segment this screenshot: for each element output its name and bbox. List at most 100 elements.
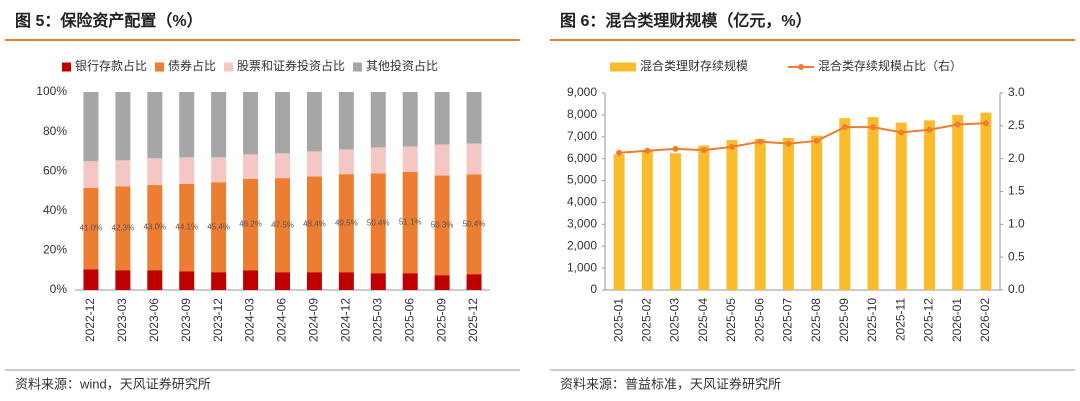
y-tick-label: 0 [590, 282, 597, 296]
legend-label: 其他投资占比 [366, 58, 438, 73]
bar-segment [179, 271, 195, 290]
bar [754, 138, 766, 290]
x-tick-label: 2024-06 [275, 298, 289, 342]
bar-segment [243, 92, 259, 155]
bar-segment [275, 272, 290, 290]
bar-segment [306, 176, 322, 273]
legend-swatch [155, 62, 165, 72]
x-tick-label: 2025-09 [434, 298, 448, 342]
x-tick-label: 2026-01 [950, 298, 964, 342]
bar-segment [275, 153, 290, 179]
x-tick-label: 2025-08 [809, 298, 823, 342]
bar [895, 122, 907, 290]
y2-tick-label: 3.0 [1008, 85, 1025, 99]
bar-segment [306, 151, 322, 177]
line-point [700, 147, 707, 154]
value-label: 49.5% [335, 218, 358, 227]
legend-label: 股票和证券投资占比 [237, 58, 345, 73]
bar-segment [402, 171, 418, 274]
bar-segment [83, 161, 99, 189]
bar-segment [275, 178, 290, 273]
y-tick-label: 3,000 [567, 217, 597, 231]
value-label: 45.4% [207, 222, 230, 231]
bar-segment [147, 158, 163, 186]
y-tick-label: 80% [43, 124, 67, 138]
legend-swatch [353, 62, 363, 72]
x-tick-label: 2025-09 [837, 298, 851, 342]
bar-segment [275, 92, 290, 154]
value-label: 51.1% [399, 218, 422, 227]
y2-tick-label: 1.0 [1008, 217, 1025, 231]
bar-segment [243, 178, 259, 271]
y-tick-label: 8,000 [567, 107, 597, 121]
y-tick-label: 40% [43, 203, 67, 217]
bar-segment [147, 270, 163, 290]
bar-segment [402, 92, 418, 147]
bar-segment [306, 92, 322, 152]
bar-segment [338, 149, 354, 175]
line-point [644, 147, 651, 154]
chart-title: 图 6：混合类理财规模（亿元，%） [560, 11, 812, 30]
y-tick-label: 60% [43, 163, 67, 177]
bar [839, 118, 851, 290]
bar-segment [243, 270, 259, 290]
legend-label: 银行存款占比 [75, 58, 147, 73]
bar-segment [211, 272, 227, 290]
bar-segment [115, 186, 131, 271]
x-tick-label: 2022-12 [83, 298, 97, 342]
x-tick-label: 2023-03 [115, 298, 129, 342]
bar-segment [179, 183, 195, 272]
x-tick-label: 2024-09 [307, 298, 321, 342]
x-tick-label: 2024-03 [243, 298, 257, 342]
line-point [757, 138, 764, 145]
bar-segment [211, 92, 227, 158]
x-tick-label: 2025-11 [893, 298, 907, 341]
bar-segment [338, 272, 354, 290]
value-label: 43.0% [143, 223, 166, 232]
chart-title: 图 5：保险资产配置（%） [15, 11, 203, 30]
bar-segment [179, 92, 195, 158]
line-point [841, 124, 848, 131]
bar-segment [115, 160, 131, 187]
value-label: 50.3% [431, 220, 454, 229]
x-tick-label: 2023-12 [211, 298, 225, 342]
x-tick-label: 2024-12 [339, 298, 353, 342]
bar-segment [211, 157, 227, 183]
y2-tick-label: 0.5 [1008, 249, 1025, 263]
x-tick-label: 2025-01 [611, 298, 625, 342]
line-point [898, 129, 905, 136]
value-label: 50.4% [367, 218, 390, 227]
legend-dot [798, 64, 805, 70]
x-tick-label: 2025-06 [402, 298, 416, 342]
x-tick-label: 2023-06 [147, 298, 161, 342]
legend-swatch [62, 62, 71, 72]
bar [613, 154, 625, 290]
bar [867, 117, 879, 290]
line-point [616, 149, 623, 156]
value-label: 50.4% [463, 219, 486, 228]
bar-segment [306, 272, 322, 290]
bar-segment [466, 143, 482, 175]
bar-segment [370, 273, 386, 290]
bar [698, 145, 710, 290]
bar-segment [402, 273, 418, 290]
x-tick-label: 2025-12 [922, 298, 936, 342]
bar-segment [83, 92, 99, 162]
bar-segment [370, 147, 386, 174]
x-tick-label: 2025-02 [639, 298, 653, 342]
bar-segment [147, 185, 163, 271]
bar-segment [243, 154, 259, 179]
bar [952, 114, 964, 290]
line-point [870, 124, 877, 131]
bar-segment [370, 92, 386, 148]
x-tick-label: 2025-04 [696, 298, 710, 342]
y-tick-label: 100% [36, 84, 67, 98]
y-tick-label: 7,000 [567, 129, 597, 143]
bar-segment [434, 92, 450, 145]
line-point [672, 145, 679, 152]
y-tick-label: 6,000 [567, 151, 597, 165]
value-label: 44.1% [175, 223, 198, 232]
x-tick-label: 2025-07 [781, 298, 795, 342]
legend-label: 混合类存续规模占比（右） [818, 58, 962, 73]
